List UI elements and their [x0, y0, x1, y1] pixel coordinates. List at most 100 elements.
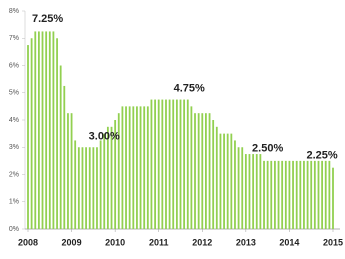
bar	[27, 45, 29, 229]
bar	[292, 160, 294, 229]
bar	[259, 154, 262, 229]
annotation: 2.50%	[252, 143, 283, 155]
bar	[190, 106, 193, 229]
bar	[303, 160, 305, 229]
x-tick-label: 2009	[62, 237, 82, 247]
x-tick-label: 2012	[192, 237, 212, 247]
bar	[110, 126, 113, 229]
bar	[125, 106, 127, 229]
bar	[270, 160, 273, 229]
bar	[212, 120, 215, 229]
x-tick-label: 2008	[18, 237, 38, 247]
y-tick-label: 7%	[9, 35, 19, 42]
bar	[219, 133, 222, 229]
bar	[306, 160, 309, 229]
bar	[288, 160, 291, 229]
x-tick-label: 2013	[236, 237, 256, 247]
bar	[328, 160, 331, 229]
x-tick-label: 2011	[149, 237, 169, 247]
bar	[208, 113, 211, 229]
bar	[139, 106, 142, 229]
bar	[197, 113, 200, 229]
bar	[161, 99, 164, 229]
y-tick-label: 0%	[9, 226, 19, 233]
bar	[172, 99, 175, 229]
bar	[63, 85, 66, 229]
bar	[77, 147, 80, 229]
bar	[114, 120, 117, 229]
bar	[321, 160, 324, 229]
bar	[45, 31, 48, 229]
y-tick-label: 2%	[9, 171, 19, 178]
bar	[96, 147, 98, 229]
bar	[74, 140, 77, 229]
y-tick-label: 8%	[9, 8, 19, 15]
bar	[85, 147, 87, 229]
bar	[37, 31, 40, 229]
bar	[186, 99, 189, 229]
bar	[150, 99, 153, 229]
bar	[56, 38, 58, 229]
bar	[157, 99, 160, 229]
bar	[295, 160, 298, 229]
y-tick-label: 6%	[9, 62, 19, 69]
annotation: 7.25%	[32, 13, 63, 25]
bar	[146, 106, 149, 229]
bar	[175, 99, 178, 229]
bar	[70, 113, 73, 229]
bar	[201, 113, 204, 229]
bar	[237, 147, 240, 229]
bar	[255, 154, 258, 229]
bar	[205, 113, 207, 229]
y-tick-label: 4%	[9, 117, 19, 124]
x-tick-label: 2014	[279, 237, 299, 247]
bar	[128, 106, 131, 229]
bar	[183, 99, 186, 229]
y-tick-label: 3%	[9, 144, 19, 151]
bar	[248, 154, 251, 229]
bar	[59, 65, 62, 229]
bar	[313, 160, 316, 229]
bar	[92, 147, 95, 229]
annotation: 3.00%	[89, 130, 120, 142]
bar	[143, 106, 146, 229]
bar	[52, 31, 55, 229]
bar	[244, 154, 247, 229]
bar	[241, 147, 244, 229]
bar	[41, 31, 44, 229]
bar	[81, 147, 84, 229]
annotation: 4.75%	[174, 83, 205, 95]
bar	[48, 31, 51, 229]
bar	[252, 154, 255, 229]
bar	[263, 160, 265, 229]
bar	[121, 106, 124, 229]
y-tick-label: 5%	[9, 90, 19, 97]
bar	[266, 160, 269, 229]
bar	[194, 113, 196, 229]
bar	[103, 133, 106, 229]
bar	[281, 160, 284, 229]
bar	[106, 126, 109, 229]
bar	[168, 99, 171, 229]
bar	[34, 31, 37, 229]
bar	[284, 160, 287, 229]
bar	[117, 113, 120, 229]
bar	[324, 160, 327, 229]
bar	[88, 147, 91, 229]
bar	[223, 133, 225, 229]
bar	[154, 99, 156, 229]
bar	[215, 126, 218, 229]
bar	[30, 38, 33, 229]
bar	[179, 99, 182, 229]
bar	[234, 140, 236, 229]
bar	[226, 133, 229, 229]
bar	[277, 160, 280, 229]
bar	[99, 140, 102, 229]
bar	[274, 160, 276, 229]
y-tick-label: 1%	[9, 199, 19, 206]
bar	[165, 99, 167, 229]
bar	[230, 133, 233, 229]
bar	[299, 160, 302, 229]
